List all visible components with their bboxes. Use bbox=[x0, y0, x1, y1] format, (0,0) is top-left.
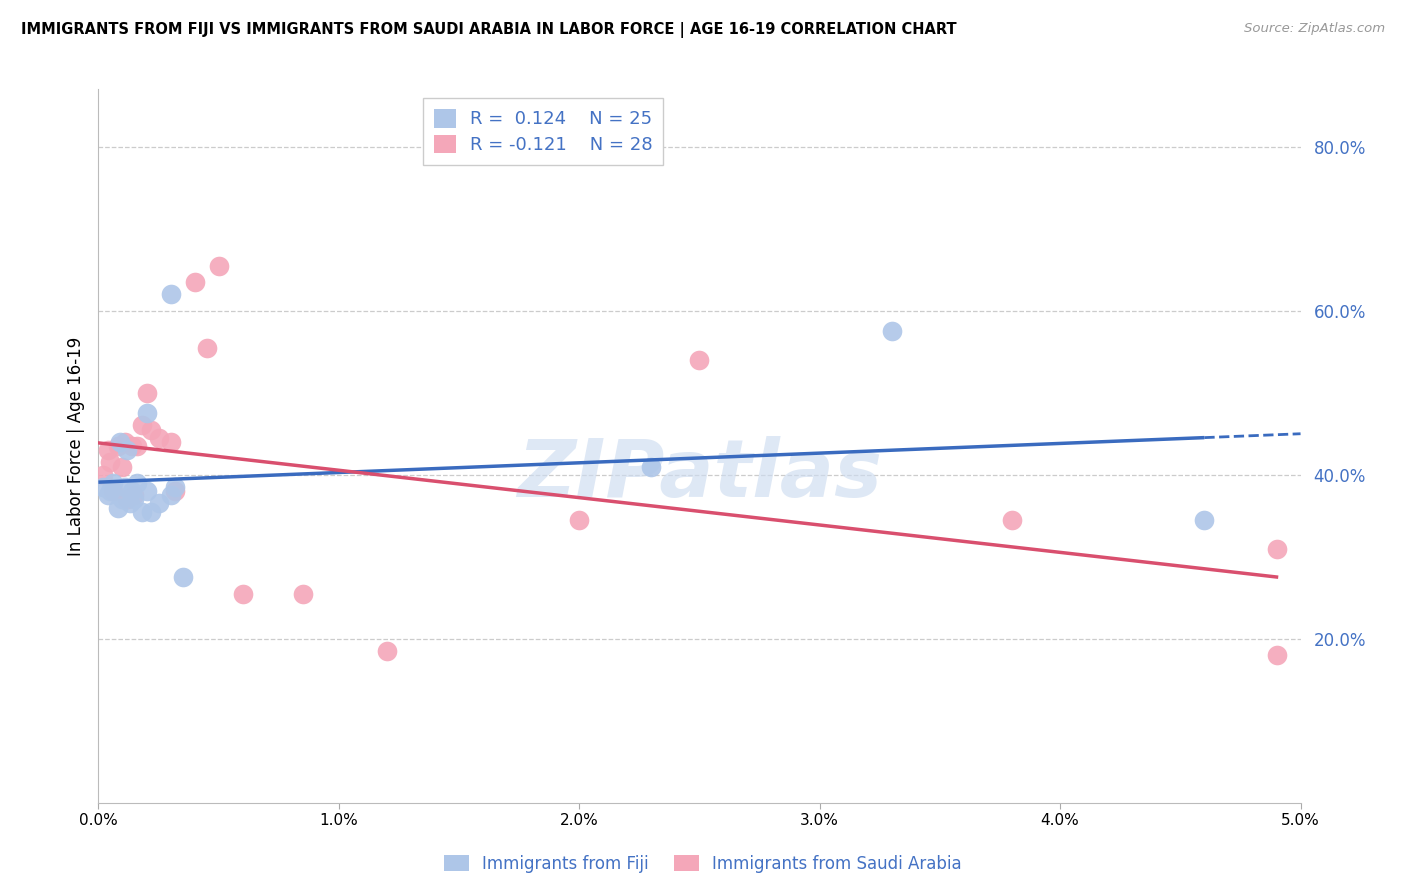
Point bbox=[124, 488, 146, 502]
Point bbox=[165, 484, 187, 499]
Point bbox=[135, 406, 157, 420]
Point bbox=[118, 496, 141, 510]
Point bbox=[117, 492, 139, 507]
Point bbox=[101, 475, 124, 490]
Point bbox=[97, 488, 120, 502]
Y-axis label: In Labor Force | Age 16-19: In Labor Force | Age 16-19 bbox=[66, 336, 84, 556]
Point bbox=[111, 492, 134, 507]
Point bbox=[232, 587, 254, 601]
Point bbox=[111, 459, 134, 474]
Point bbox=[91, 480, 114, 494]
Point bbox=[101, 484, 124, 499]
Point bbox=[91, 467, 114, 482]
Point bbox=[135, 385, 157, 400]
Point bbox=[159, 287, 181, 301]
Point bbox=[131, 505, 153, 519]
Point bbox=[195, 341, 218, 355]
Point bbox=[107, 439, 129, 453]
Point bbox=[108, 434, 131, 449]
Point bbox=[880, 324, 903, 338]
Point bbox=[159, 488, 181, 502]
Point bbox=[125, 439, 148, 453]
Point bbox=[688, 352, 710, 367]
Point bbox=[1194, 513, 1216, 527]
Point bbox=[131, 418, 153, 433]
Point bbox=[100, 484, 122, 499]
Point bbox=[148, 431, 170, 445]
Text: Source: ZipAtlas.com: Source: ZipAtlas.com bbox=[1244, 22, 1385, 36]
Point bbox=[375, 644, 398, 658]
Point bbox=[208, 259, 231, 273]
Point bbox=[183, 275, 205, 289]
Point bbox=[117, 443, 139, 458]
Point bbox=[97, 443, 120, 458]
Point bbox=[107, 500, 129, 515]
Point bbox=[141, 423, 163, 437]
Point bbox=[125, 475, 148, 490]
Point bbox=[1265, 648, 1288, 662]
Point bbox=[121, 484, 143, 499]
Point bbox=[640, 459, 662, 474]
Point bbox=[172, 570, 194, 584]
Text: ZIPatlas: ZIPatlas bbox=[517, 435, 882, 514]
Text: IMMIGRANTS FROM FIJI VS IMMIGRANTS FROM SAUDI ARABIA IN LABOR FORCE | AGE 16-19 : IMMIGRANTS FROM FIJI VS IMMIGRANTS FROM … bbox=[21, 22, 956, 38]
Point bbox=[121, 439, 143, 453]
Legend: R =  0.124    N = 25, R = -0.121    N = 28: R = 0.124 N = 25, R = -0.121 N = 28 bbox=[423, 98, 664, 165]
Point bbox=[114, 480, 136, 494]
Point bbox=[568, 513, 591, 527]
Point bbox=[1001, 513, 1024, 527]
Point bbox=[291, 587, 314, 601]
Point bbox=[1265, 541, 1288, 556]
Legend: Immigrants from Fiji, Immigrants from Saudi Arabia: Immigrants from Fiji, Immigrants from Sa… bbox=[437, 848, 969, 880]
Point bbox=[124, 492, 146, 507]
Point bbox=[114, 434, 136, 449]
Point bbox=[159, 434, 181, 449]
Point bbox=[100, 455, 122, 469]
Point bbox=[148, 496, 170, 510]
Point bbox=[141, 505, 163, 519]
Point bbox=[135, 484, 157, 499]
Point bbox=[165, 480, 187, 494]
